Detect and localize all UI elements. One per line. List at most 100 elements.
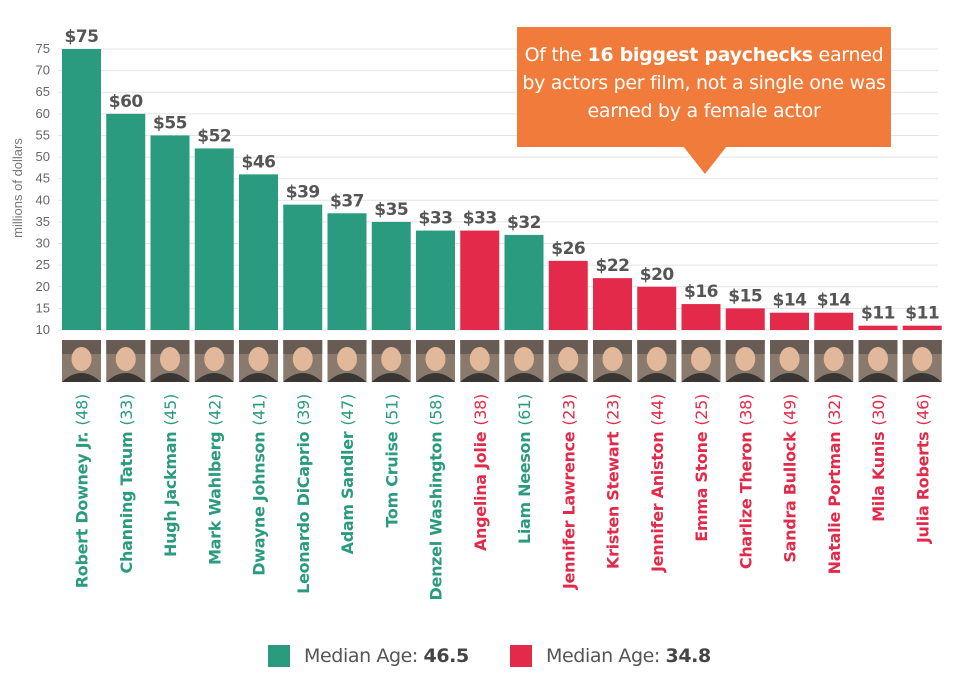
bar-value-label: $55 <box>153 113 187 133</box>
y-tick-label: 10 <box>36 322 50 337</box>
y-axis-label: millions of dollars <box>10 138 25 238</box>
actor-label: Kristen Stewart (23) <box>604 394 623 569</box>
actor-photo <box>239 340 278 382</box>
bar <box>239 174 278 330</box>
actor-labels: Robert Downey Jr. (48) Channing Tatum (33) H… <box>73 394 933 600</box>
bar-value-label: $11 <box>861 304 895 324</box>
bar <box>327 213 367 330</box>
bar-value-label: $14 <box>773 291 808 311</box>
bar-value-label: $14 <box>817 291 852 311</box>
bar <box>371 221 411 330</box>
y-tick-label: 15 <box>36 300 50 315</box>
actor-age: (23) <box>559 394 578 426</box>
y-tick-label: 60 <box>36 106 50 121</box>
actor-photo <box>593 340 632 382</box>
actor-photo <box>858 340 898 382</box>
actor-label: Robert Downey Jr. (48) <box>73 394 92 588</box>
actor-label: Mila Kunis (30) <box>869 394 888 522</box>
y-tick-label: 50 <box>36 149 50 164</box>
bar <box>858 325 898 330</box>
actor-name: Adam Sandler <box>338 431 357 554</box>
actor-photo <box>902 340 942 382</box>
bar-value-label: $75 <box>65 27 99 47</box>
actor-name: Natalie Portman <box>825 432 844 575</box>
bar-value-label: $33 <box>419 209 453 229</box>
actor-photo <box>681 340 721 382</box>
actor-label: Denzel Washington (58) <box>427 394 446 600</box>
actor-age: (30) <box>869 394 888 426</box>
y-axis-ticks: 10 15 20 25 30 35 40 45 50 55 60 65 70 75 <box>36 41 50 337</box>
bar-value-label: $20 <box>640 265 675 285</box>
actor-photo <box>725 340 765 382</box>
actor-age: (23) <box>604 394 623 426</box>
actor-label: Mark Wahlberg (42) <box>205 394 224 565</box>
bar-value-label: $60 <box>109 92 144 112</box>
bar <box>681 304 721 330</box>
actor-label: Jennifer Aniston (44) <box>648 394 667 573</box>
actor-photo <box>770 340 809 382</box>
bar <box>548 260 588 330</box>
actor-age: (48) <box>73 394 92 426</box>
actor-name: Angelina Jolie <box>471 431 490 551</box>
bar <box>593 278 632 330</box>
bar-value-label: $26 <box>551 239 585 259</box>
callout-pointer <box>683 146 727 174</box>
y-tick-label: 45 <box>36 171 50 186</box>
actor-age: (44) <box>648 394 667 426</box>
bar <box>902 325 942 330</box>
actor-name: Emma Stone <box>692 431 711 541</box>
actor-name: Mark Wahlberg <box>205 432 224 565</box>
actor-name: Tom Cruise <box>382 431 401 527</box>
y-tick-label: 70 <box>36 63 50 78</box>
bar <box>416 230 455 330</box>
bar <box>814 312 854 330</box>
actor-label: Emma Stone (25) <box>692 394 711 542</box>
y-tick-label: 55 <box>36 127 50 142</box>
actor-label: Natalie Portman (32) <box>825 394 844 574</box>
y-tick-label: 20 <box>36 279 50 294</box>
actor-label: Channing Tatum (33) <box>117 394 136 573</box>
bar-value-label: $16 <box>684 282 718 302</box>
actor-age: (47) <box>338 394 357 426</box>
actor-photo <box>371 340 411 382</box>
legend-swatch-male <box>268 645 290 667</box>
bar-value-label: $35 <box>374 200 408 220</box>
actor-label: Julia Roberts (46) <box>913 394 932 544</box>
bar <box>150 135 190 330</box>
actor-name: Robert Downey Jr. <box>73 432 92 589</box>
bar <box>194 148 234 330</box>
actor-label: Charlize Theron (38) <box>736 394 755 569</box>
y-tick-label: 35 <box>36 214 50 229</box>
actor-photos <box>62 340 942 382</box>
actor-photo <box>504 340 544 382</box>
bar-value-label: $11 <box>905 304 939 324</box>
bar <box>725 308 765 330</box>
actor-photo <box>548 340 588 382</box>
actor-age: (58) <box>427 394 446 426</box>
actor-age: (46) <box>913 394 932 426</box>
actor-age: (51) <box>382 394 401 426</box>
bar <box>106 113 146 330</box>
actor-label: Adam Sandler (47) <box>338 394 357 554</box>
actor-label: Sandra Bullock (49) <box>781 394 800 563</box>
callout-box: Of the 16 biggest paychecks earned by ac… <box>517 27 891 147</box>
actor-name: Liam Neeson <box>515 432 534 544</box>
bar-value-label: $32 <box>507 213 541 233</box>
bar-value-label: $52 <box>197 126 231 146</box>
bar <box>283 204 323 330</box>
bar <box>637 286 677 330</box>
actor-label: Liam Neeson (61) <box>515 394 534 544</box>
actor-age: (25) <box>692 394 711 426</box>
legend-male: Median Age: 46.5 <box>268 645 469 667</box>
y-tick-label: 75 <box>36 41 50 56</box>
actor-age: (39) <box>294 394 313 426</box>
actor-age: (41) <box>250 394 269 426</box>
y-tick-label: 65 <box>36 84 50 99</box>
actor-age: (38) <box>736 394 755 426</box>
actor-label: Jennifer Lawrence (23) <box>559 394 578 590</box>
actor-label: Dwayne Johnson (41) <box>250 394 269 576</box>
bar-value-label: $37 <box>330 191 364 211</box>
actor-name: Denzel Washington <box>427 432 446 601</box>
actor-label: Tom Cruise (51) <box>382 394 401 528</box>
